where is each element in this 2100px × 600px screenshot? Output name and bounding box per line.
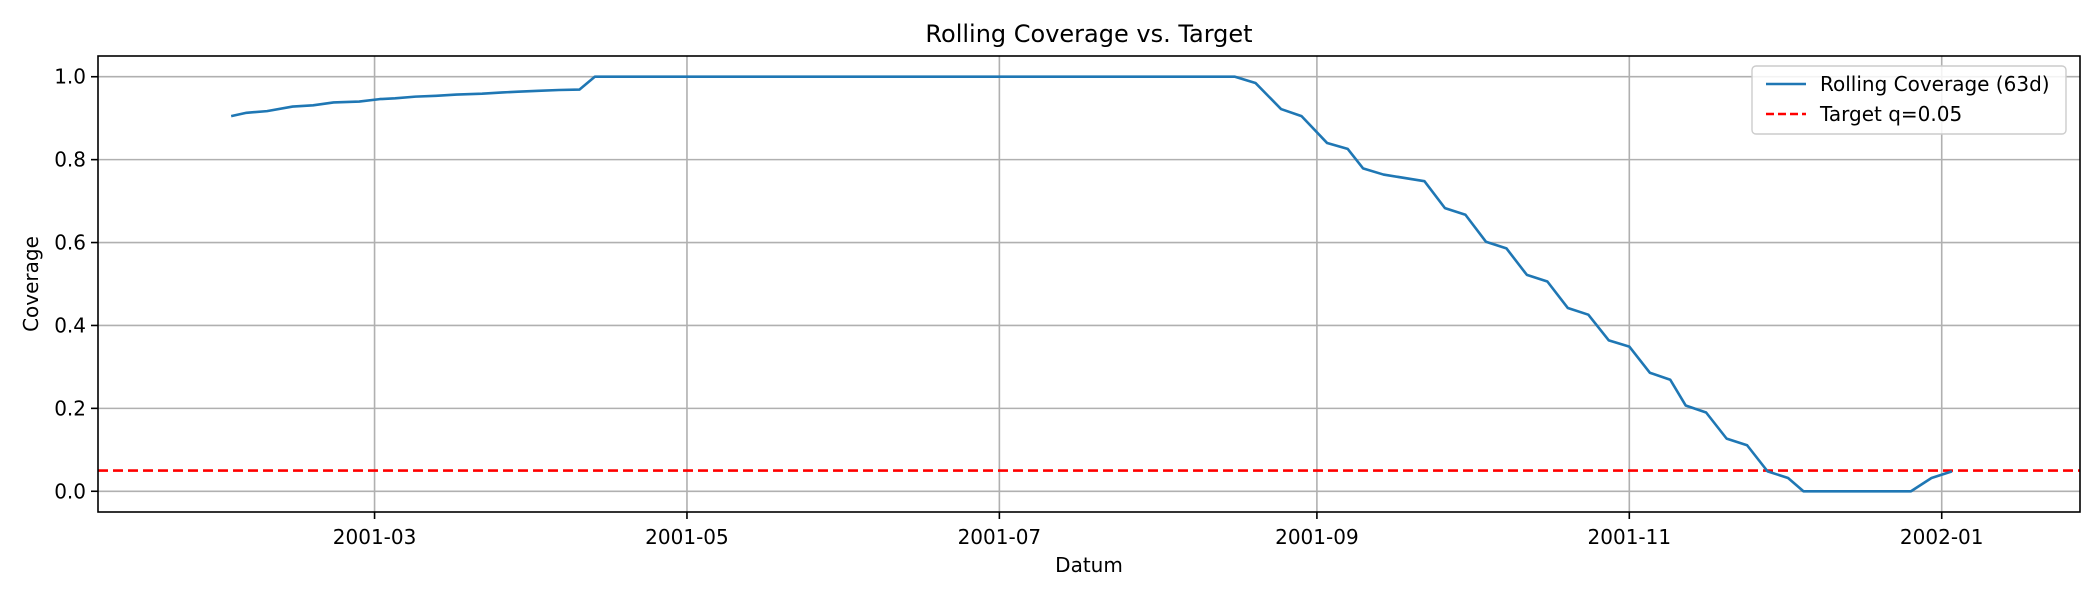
x-tick-label: 2001-07 bbox=[958, 525, 1042, 549]
coverage-series-line bbox=[230, 75, 1953, 493]
x-tick-label: 2001-09 bbox=[1275, 525, 1359, 549]
y-tick-label: 0.2 bbox=[54, 396, 86, 420]
y-axis-label: Coverage bbox=[19, 236, 43, 332]
y-tick-label: 0.8 bbox=[54, 148, 86, 172]
y-tick-label: 0.6 bbox=[54, 231, 86, 255]
y-tick-label: 0.4 bbox=[54, 313, 86, 337]
y-tick-label: 1.0 bbox=[54, 65, 86, 89]
x-axis-label: Datum bbox=[1055, 553, 1123, 577]
x-tick-label: 2001-05 bbox=[645, 525, 729, 549]
y-tick-label: 0.0 bbox=[54, 479, 86, 503]
plot-frame bbox=[97, 55, 2081, 513]
chart-title: Rolling Coverage vs. Target bbox=[925, 20, 1252, 48]
legend-label-coverage: Rolling Coverage (63d) bbox=[1820, 72, 2050, 96]
legend-label-target: Target q=0.05 bbox=[1819, 102, 1962, 126]
legend-box bbox=[1751, 65, 2067, 135]
x-tick-label: 2002-01 bbox=[1900, 525, 1984, 549]
x-tick-label: 2001-11 bbox=[1588, 525, 1672, 549]
x-tick-label: 2001-03 bbox=[333, 525, 417, 549]
